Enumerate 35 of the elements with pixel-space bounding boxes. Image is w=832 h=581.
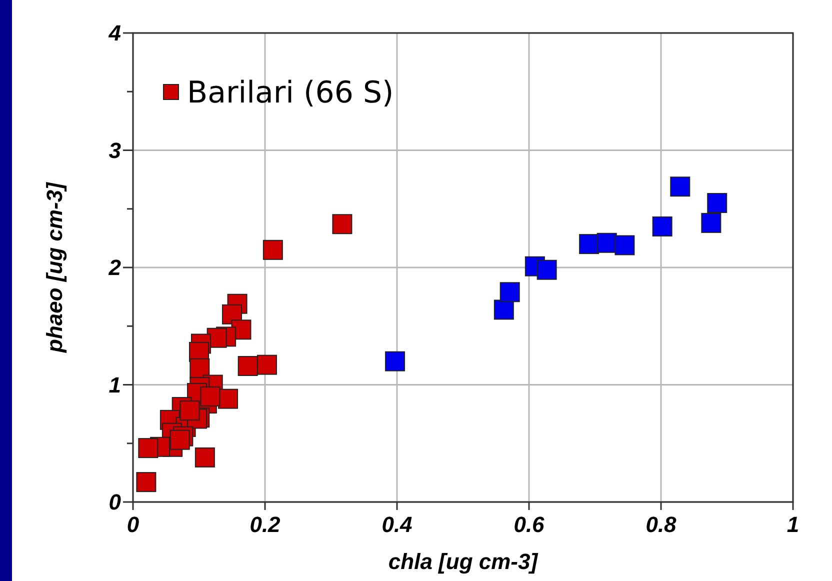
x-tick-label: 0.8 — [646, 512, 678, 537]
y-tick-label: 4 — [108, 20, 121, 46]
point — [652, 216, 672, 236]
point — [218, 388, 238, 409]
point — [332, 214, 352, 234]
y-tick-label: 3 — [108, 138, 121, 163]
legend-label: Barilari (66 S) — [187, 76, 394, 110]
y-tick-label: 2 — [108, 255, 122, 280]
x-tick-label: 0 — [126, 512, 140, 537]
point — [614, 235, 635, 256]
point — [385, 351, 406, 372]
y-tick-label: 0 — [108, 490, 122, 515]
x-tick-label: 0.2 — [250, 512, 282, 537]
x-tick-label: 0.6 — [514, 512, 546, 537]
point — [500, 282, 520, 302]
point — [138, 438, 158, 458]
point — [701, 212, 722, 233]
point — [670, 176, 690, 197]
point — [136, 472, 156, 492]
x-tick-label: 0.4 — [382, 512, 412, 537]
x-axis-title: chla [ug cm-3] — [388, 549, 538, 574]
y-axis-title: phaeo [ug cm-3] — [42, 182, 67, 354]
point — [194, 447, 215, 468]
point — [180, 400, 200, 421]
point — [262, 240, 283, 260]
point — [494, 300, 514, 320]
point — [579, 234, 600, 254]
y-tick-label: 1 — [108, 372, 121, 398]
point — [256, 354, 277, 375]
point — [707, 193, 728, 214]
point — [200, 386, 220, 406]
point — [238, 356, 258, 376]
point — [536, 260, 557, 280]
x-tick-label: 1 — [786, 512, 800, 537]
point — [170, 430, 190, 450]
